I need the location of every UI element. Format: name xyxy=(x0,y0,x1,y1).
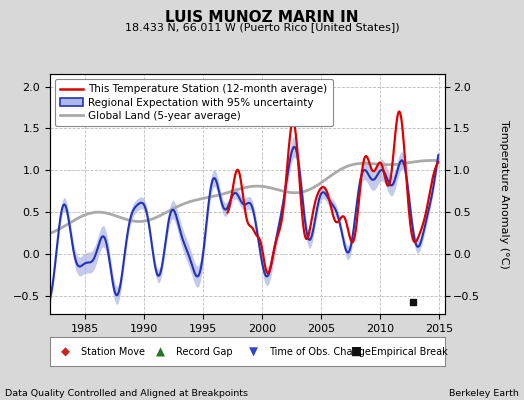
Text: Station Move: Station Move xyxy=(81,346,145,357)
Text: ▲: ▲ xyxy=(156,345,165,358)
Text: Empirical Break: Empirical Break xyxy=(372,346,448,357)
Text: LUIS MUNOZ MARIN IN: LUIS MUNOZ MARIN IN xyxy=(165,10,359,25)
Text: Time of Obs. Change: Time of Obs. Change xyxy=(269,346,370,357)
Text: 18.433 N, 66.011 W (Puerto Rico [United States]): 18.433 N, 66.011 W (Puerto Rico [United … xyxy=(125,22,399,32)
Y-axis label: Temperature Anomaly (°C): Temperature Anomaly (°C) xyxy=(499,120,509,268)
Text: Record Gap: Record Gap xyxy=(176,346,232,357)
Text: ▼: ▼ xyxy=(249,345,258,358)
Legend: This Temperature Station (12-month average), Regional Expectation with 95% uncer: This Temperature Station (12-month avera… xyxy=(55,79,333,126)
Text: ■: ■ xyxy=(351,345,362,358)
Text: Data Quality Controlled and Aligned at Breakpoints: Data Quality Controlled and Aligned at B… xyxy=(5,389,248,398)
Text: ◆: ◆ xyxy=(61,345,70,358)
Text: Berkeley Earth: Berkeley Earth xyxy=(449,389,519,398)
